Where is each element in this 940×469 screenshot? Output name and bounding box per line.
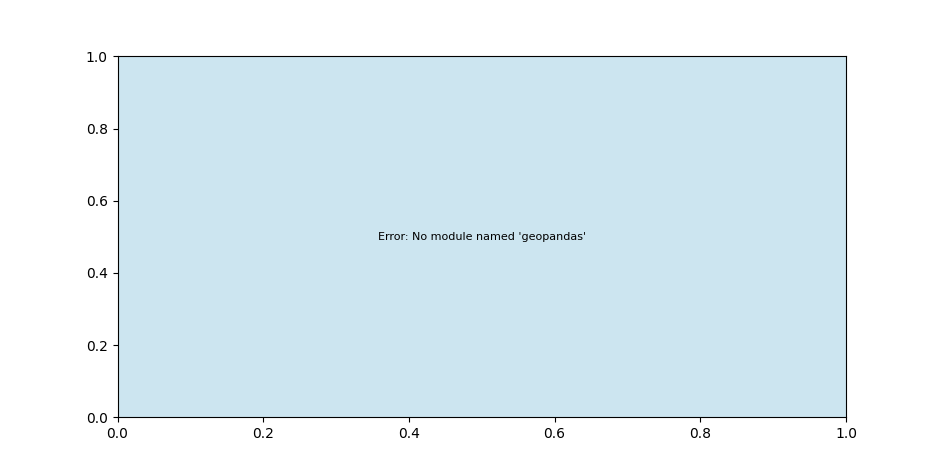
Text: Error: No module named 'geopandas': Error: No module named 'geopandas' bbox=[378, 232, 586, 242]
